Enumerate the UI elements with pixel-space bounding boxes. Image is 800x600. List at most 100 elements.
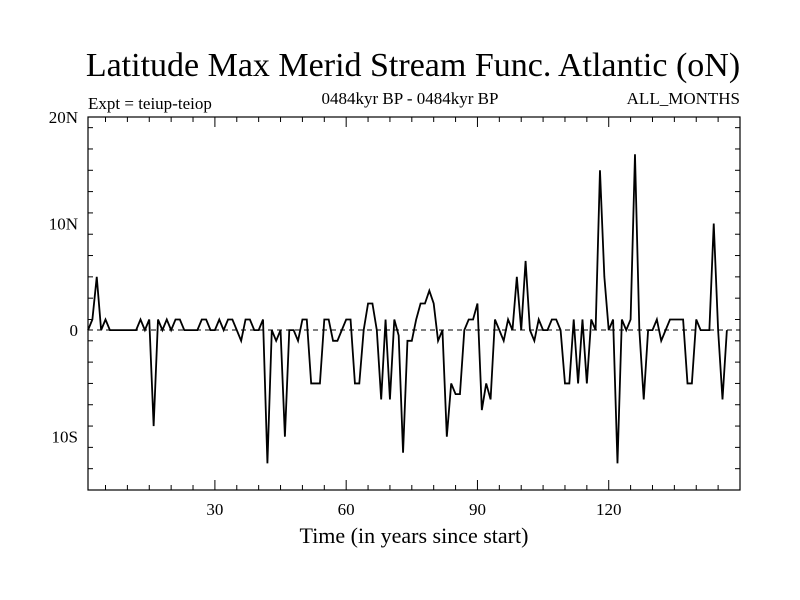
data-point [367, 302, 370, 305]
data-point [463, 329, 466, 332]
data-point [612, 318, 615, 321]
data-point [712, 222, 715, 225]
data-point [345, 318, 348, 321]
data-point [152, 425, 155, 428]
data-point [524, 259, 527, 262]
data-point [235, 329, 238, 332]
data-point [432, 302, 435, 305]
data-point [349, 318, 352, 321]
data-point [699, 329, 702, 332]
data-point [537, 318, 540, 321]
data-point [318, 382, 321, 385]
data-point [577, 382, 580, 385]
data-point [143, 329, 146, 332]
data-point [520, 329, 523, 332]
y-tick-label: 10S [52, 428, 78, 447]
data-point [178, 318, 181, 321]
data-point [555, 318, 558, 321]
data-point [450, 382, 453, 385]
data-point [375, 329, 378, 332]
y-tick-label: 20N [49, 108, 78, 127]
data-point [257, 329, 260, 332]
data-point [668, 318, 671, 321]
data-point [196, 329, 199, 332]
data-point [205, 318, 208, 321]
data-point [323, 318, 326, 321]
data-point [402, 451, 405, 454]
data-point [384, 318, 387, 321]
data-point [161, 329, 164, 332]
data-point [209, 329, 212, 332]
data-point [594, 329, 597, 332]
data-point [410, 339, 413, 342]
data-point [607, 329, 610, 332]
data-point [721, 398, 724, 401]
data-point [240, 339, 243, 342]
data-point [126, 329, 129, 332]
data-point [651, 329, 654, 332]
data-point [563, 382, 566, 385]
data-point [340, 329, 343, 332]
data-point [695, 318, 698, 321]
series-line [87, 154, 728, 464]
data-point [550, 318, 553, 321]
data-point [572, 318, 575, 321]
data-point [585, 382, 588, 385]
data-point [655, 318, 658, 321]
data-point [629, 318, 632, 321]
data-point [603, 275, 606, 278]
data-point [445, 435, 448, 438]
data-point [130, 329, 133, 332]
data-point [739, 0, 742, 2]
data-point [419, 302, 422, 305]
data-point [677, 318, 680, 321]
data-point [122, 329, 125, 332]
data-point [485, 382, 488, 385]
data-point [633, 153, 636, 156]
data-point [222, 329, 225, 332]
data-point [187, 329, 190, 332]
data-point [135, 329, 138, 332]
data-point [703, 329, 706, 332]
data-point [174, 318, 177, 321]
months-label: ALL_MONTHS [627, 89, 740, 108]
data-point [686, 382, 689, 385]
data-point [353, 382, 356, 385]
data-point [690, 382, 693, 385]
data-point [297, 339, 300, 342]
period-label: 0484kyr BP - 0484kyr BP [322, 89, 499, 108]
data-point [542, 329, 545, 332]
data-point [104, 318, 107, 321]
data-point [100, 329, 103, 332]
data-point [581, 318, 584, 321]
data-point [108, 329, 111, 332]
y-tick-label: 10N [49, 215, 78, 234]
data-point [262, 318, 265, 321]
data-point [437, 339, 440, 342]
experiment-label: Expt = teiup-teiop [88, 94, 212, 113]
data-point [638, 329, 641, 332]
y-tick-label: 0 [70, 321, 79, 340]
data-point [625, 329, 628, 332]
data-point [472, 318, 475, 321]
data-point [227, 318, 230, 321]
data-point [682, 318, 685, 321]
data-point [642, 398, 645, 401]
data-point [397, 334, 400, 337]
x-tick-label: 120 [596, 500, 622, 519]
data-point [113, 329, 116, 332]
data-point [165, 318, 168, 321]
data-point [183, 329, 186, 332]
data-point [598, 169, 601, 172]
x-axis-label: Time (in years since start) [300, 523, 529, 548]
data-point [568, 382, 571, 385]
data-point [283, 435, 286, 438]
data-point [507, 318, 510, 321]
data-point [117, 329, 120, 332]
data-point [388, 398, 391, 401]
data-point [362, 329, 365, 332]
chart-title: Latitude Max Merid Stream Func. Atlantic… [86, 47, 740, 84]
data-point [441, 329, 444, 332]
data-point [301, 318, 304, 321]
data-point [725, 329, 728, 332]
